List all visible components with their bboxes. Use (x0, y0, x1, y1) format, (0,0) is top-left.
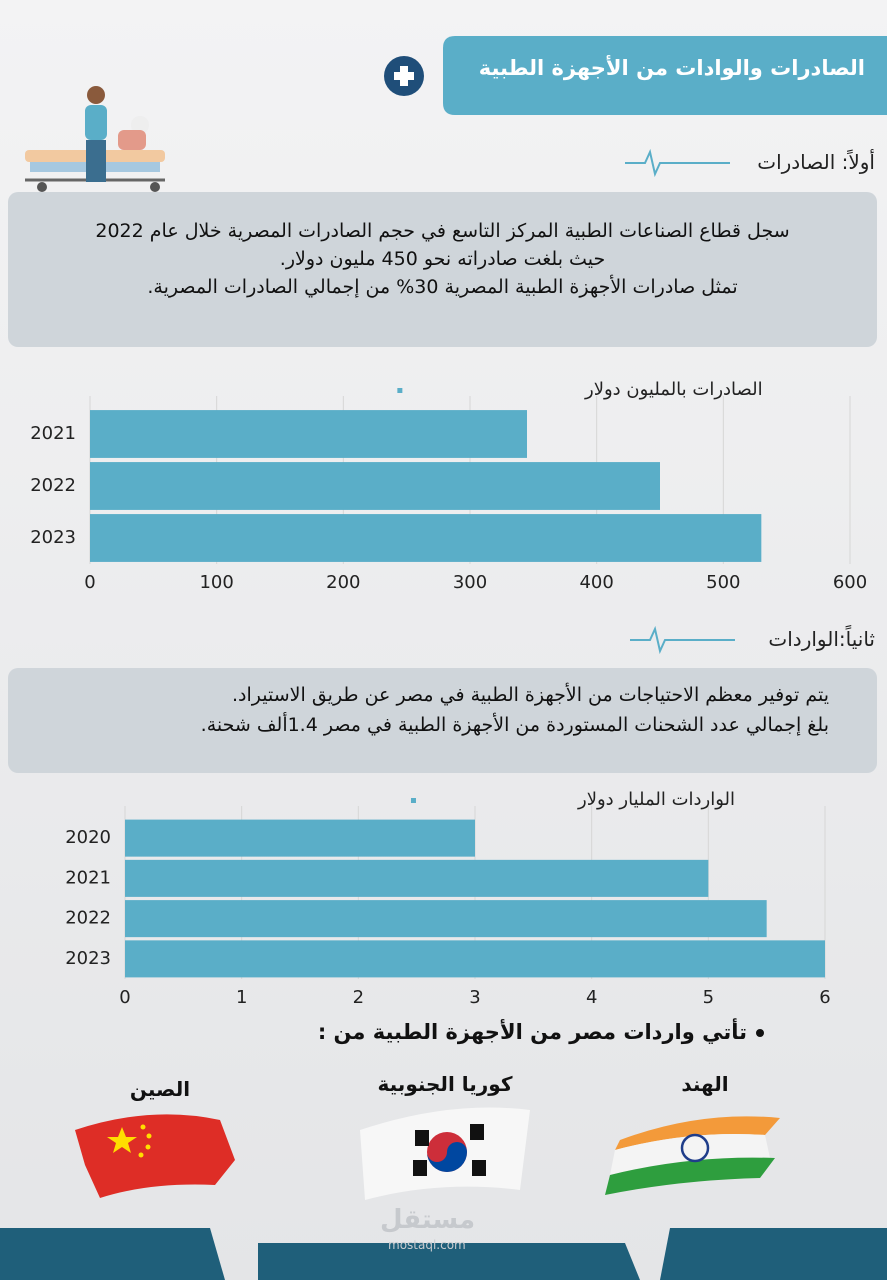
ecg-line (625, 148, 730, 178)
imports-box: يتم توفير معظم الاحتياجات من الأجهزة الط… (8, 668, 877, 773)
x-tick-label: 400 (579, 572, 613, 593)
x-tick-label: 100 (199, 572, 233, 593)
bullet-line: يتم توفير معظم الاحتياجات من الأجهزة الط… (232, 684, 829, 706)
bar (125, 819, 475, 857)
plus-icon-v (400, 66, 408, 86)
section-heading: ثانياً:الواردات (768, 627, 875, 651)
section-heading: أولاً: الصادرات (757, 150, 875, 174)
x-tick-label: 300 (453, 572, 487, 593)
flag-china (75, 1114, 235, 1198)
body-line: حيث بلغت صادراته نحو 450 مليون دولار. (279, 248, 606, 270)
y-tick-label: 2021 (30, 423, 76, 444)
footer-band (258, 1243, 640, 1280)
x-tick-label: 1 (236, 987, 247, 1008)
footer-band (660, 1228, 887, 1280)
patient-illustration (25, 86, 165, 192)
bar (125, 859, 709, 897)
country-name: الصين (129, 1077, 191, 1101)
x-tick-label: 4 (586, 987, 597, 1008)
y-tick-label: 2022 (65, 908, 111, 929)
x-tick-label: 5 (703, 987, 714, 1008)
bar (125, 940, 825, 978)
y-tick-label: 2023 (65, 948, 111, 969)
bar (90, 462, 660, 510)
y-tick-label: 2020 (65, 827, 111, 848)
x-tick-label: 0 (119, 987, 130, 1008)
x-tick-label: 500 (706, 572, 740, 593)
x-tick-label: 6 (819, 987, 830, 1008)
footer-band (0, 1228, 225, 1280)
header-band (443, 36, 887, 115)
flag-india (605, 1116, 780, 1195)
country-name: كوريا الجنوبية (377, 1072, 513, 1096)
x-tick-label: 3 (469, 987, 480, 1008)
legend-label: الصادرات بالمليون دولار (584, 379, 763, 400)
x-tick-label: 2 (353, 987, 364, 1008)
legend-swatch (397, 388, 403, 393)
x-tick-label: 200 (326, 572, 360, 593)
y-tick-label: 2022 (30, 475, 76, 496)
x-tick-label: 0 (84, 572, 95, 593)
watermark: مستقل (380, 1205, 476, 1235)
exports-box: سجل قطاع الصناعات الطبية المركز التاسع ف… (8, 192, 877, 347)
body-line: سجل قطاع الصناعات الطبية المركز التاسع ف… (95, 220, 790, 242)
watermark-site: mostaql.com (388, 1238, 466, 1252)
bar (90, 410, 527, 458)
bar (90, 514, 762, 562)
body-line: تمثل صادرات الأجهزة الطبية المصرية 30% م… (147, 276, 738, 298)
bar (125, 900, 767, 938)
y-tick-label: 2023 (30, 527, 76, 548)
flag-korea (360, 1107, 530, 1200)
y-tick-label: 2021 (65, 867, 111, 888)
x-tick-label: 600 (833, 572, 867, 593)
legend-label: الواردات المليار دولار (577, 789, 735, 810)
header-title: الصادرات والوادات من الأجهزة الطبية (478, 56, 865, 80)
bullet (756, 1029, 764, 1037)
ecg-line (630, 625, 735, 655)
bullet-line: بلغ إجمالي عدد الشحنات المستوردة من الأج… (200, 714, 829, 736)
sources-intro: تأتي واردات مصر من الأجهزة الطبية من : (317, 1020, 747, 1044)
legend-swatch (410, 798, 416, 803)
country-name: الهند (681, 1072, 729, 1096)
